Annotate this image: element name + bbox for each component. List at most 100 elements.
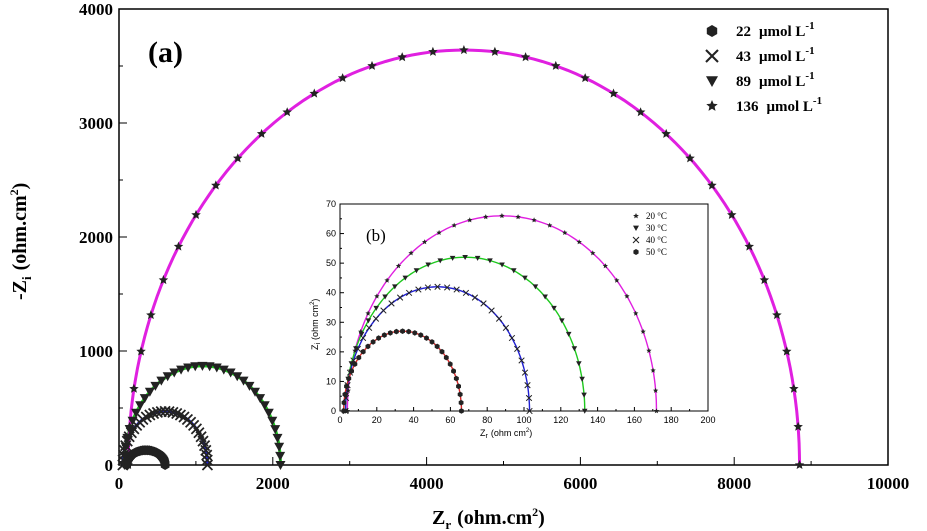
data-marker-triangle-down — [119, 451, 130, 461]
data-marker-hexagon — [434, 343, 440, 350]
legend-series-name: 30 °C — [646, 223, 667, 233]
data-marker-triangle-down — [437, 258, 444, 264]
data-marker-x — [359, 334, 367, 342]
data-marker-x — [502, 324, 510, 332]
main-x-axis-label: Zr (ohm.cm2) — [432, 505, 545, 531]
data-marker-star — [635, 107, 646, 117]
data-marker-triangle-down — [522, 275, 528, 281]
x-tick-label: 160 — [627, 415, 642, 425]
data-marker-x — [396, 294, 404, 301]
data-marker-star — [707, 180, 717, 190]
data-marker-triangle-down — [348, 361, 355, 367]
data-marker-triangle-down — [244, 381, 255, 391]
data-marker-star — [551, 60, 561, 70]
data-marker-star — [614, 277, 620, 283]
data-marker-x — [518, 357, 525, 364]
data-marker-triangle-down — [462, 254, 468, 261]
data-marker-star — [309, 88, 319, 98]
legend-label: 30 °C — [646, 223, 667, 233]
data-marker-x — [480, 300, 487, 307]
data-marker-star — [129, 383, 139, 393]
data-marker-x — [521, 369, 529, 376]
legend-label: 22 μmol L-1 — [736, 20, 815, 40]
x-tick-label: 60 — [445, 415, 455, 425]
legend-unit-exponent: -1 — [805, 20, 814, 32]
data-marker-star — [233, 153, 243, 163]
data-marker-triangle-down — [259, 401, 270, 411]
data-marker-triangle-down — [565, 331, 572, 337]
data-marker-triangle-down — [131, 408, 142, 418]
data-marker-x — [443, 284, 451, 291]
data-marker-hexagon — [352, 361, 358, 367]
data-marker-triangle-down — [183, 363, 194, 373]
data-marker-star — [793, 421, 803, 431]
data-marker-star — [782, 346, 792, 356]
data-marker-x — [471, 294, 479, 301]
data-marker-star — [661, 128, 671, 138]
data-marker-star — [590, 250, 596, 256]
legend-marker-triangle-down — [633, 225, 639, 231]
data-marker-star — [580, 73, 590, 83]
data-marker-star — [173, 241, 184, 251]
data-marker-triangle-down — [255, 394, 266, 404]
data-marker-star — [602, 263, 608, 269]
legend-marker-star — [706, 100, 718, 111]
data-marker-hexagon — [370, 339, 376, 345]
data-marker-x — [388, 300, 395, 307]
data-marker-star — [467, 217, 473, 223]
legend-marker-hexagon — [633, 249, 639, 255]
data-marker-star — [282, 107, 292, 117]
data-marker-hexagon — [342, 391, 348, 398]
legend-unit: μmol L — [759, 74, 805, 90]
data-marker-triangle-down — [139, 394, 150, 404]
y-tick-label: 0 — [331, 406, 336, 416]
data-marker-x — [201, 454, 213, 466]
data-marker-hexagon — [376, 335, 381, 341]
legend-label: 43 μmol L-1 — [736, 45, 815, 65]
legend-marker-hexagon — [706, 25, 718, 37]
legend-marker-triangle-down — [706, 76, 718, 87]
x-tick-label: 100 — [516, 415, 531, 425]
x-tick-label: 10000 — [867, 474, 910, 493]
data-marker-hexagon — [349, 368, 354, 374]
x-tick-label: 2000 — [256, 474, 290, 493]
x-tick-label: 8000 — [717, 474, 751, 493]
data-marker-triangle-down — [225, 368, 236, 378]
legend-unit-exponent: -1 — [805, 45, 814, 57]
data-marker-triangle-down — [532, 284, 539, 290]
data-marker-triangle-down — [120, 442, 131, 452]
data-marker-x — [453, 286, 460, 293]
y-tick-label: 60 — [326, 229, 336, 239]
data-marker-hexagon — [458, 399, 464, 406]
data-marker-star — [562, 229, 568, 235]
x-tick-label: 6000 — [563, 474, 597, 493]
data-marker-star — [136, 346, 146, 356]
y-tick-label: 70 — [326, 199, 336, 209]
data-marker-star — [211, 180, 221, 190]
data-marker-star — [624, 293, 630, 299]
data-marker-triangle-down — [392, 284, 398, 290]
legend-series-name: 50 °C — [646, 247, 667, 257]
data-marker-triangle-down — [559, 318, 565, 324]
legend-unit: μmol L — [767, 99, 813, 115]
data-marker-star — [384, 277, 390, 283]
data-marker-star — [365, 310, 371, 316]
y-tick-label: 1000 — [79, 342, 113, 361]
x-tick-label: 4000 — [410, 474, 444, 493]
data-marker-x — [462, 289, 470, 297]
legend-unit-exponent: -1 — [805, 70, 814, 82]
data-marker-triangle-down — [275, 451, 286, 461]
inset-axis-ticks: 0 20 40 60 80 100 120 140 160 180 200 0 10 20 30 40 50 60… — [326, 199, 716, 425]
data-marker-triangle-down — [270, 425, 281, 435]
data-marker-hexagon — [456, 383, 461, 390]
data-marker-x — [380, 307, 387, 314]
data-marker-star — [515, 214, 521, 220]
data-marker-hexagon — [160, 460, 170, 470]
data-marker-star — [352, 347, 358, 353]
y-tick-label: 30 — [326, 317, 336, 327]
data-marker-star — [499, 213, 505, 219]
data-marker-x — [171, 407, 183, 420]
data-marker-triangle-down — [274, 442, 285, 452]
inset-x-axis-label: Zr (ohm cm2) — [480, 428, 532, 440]
